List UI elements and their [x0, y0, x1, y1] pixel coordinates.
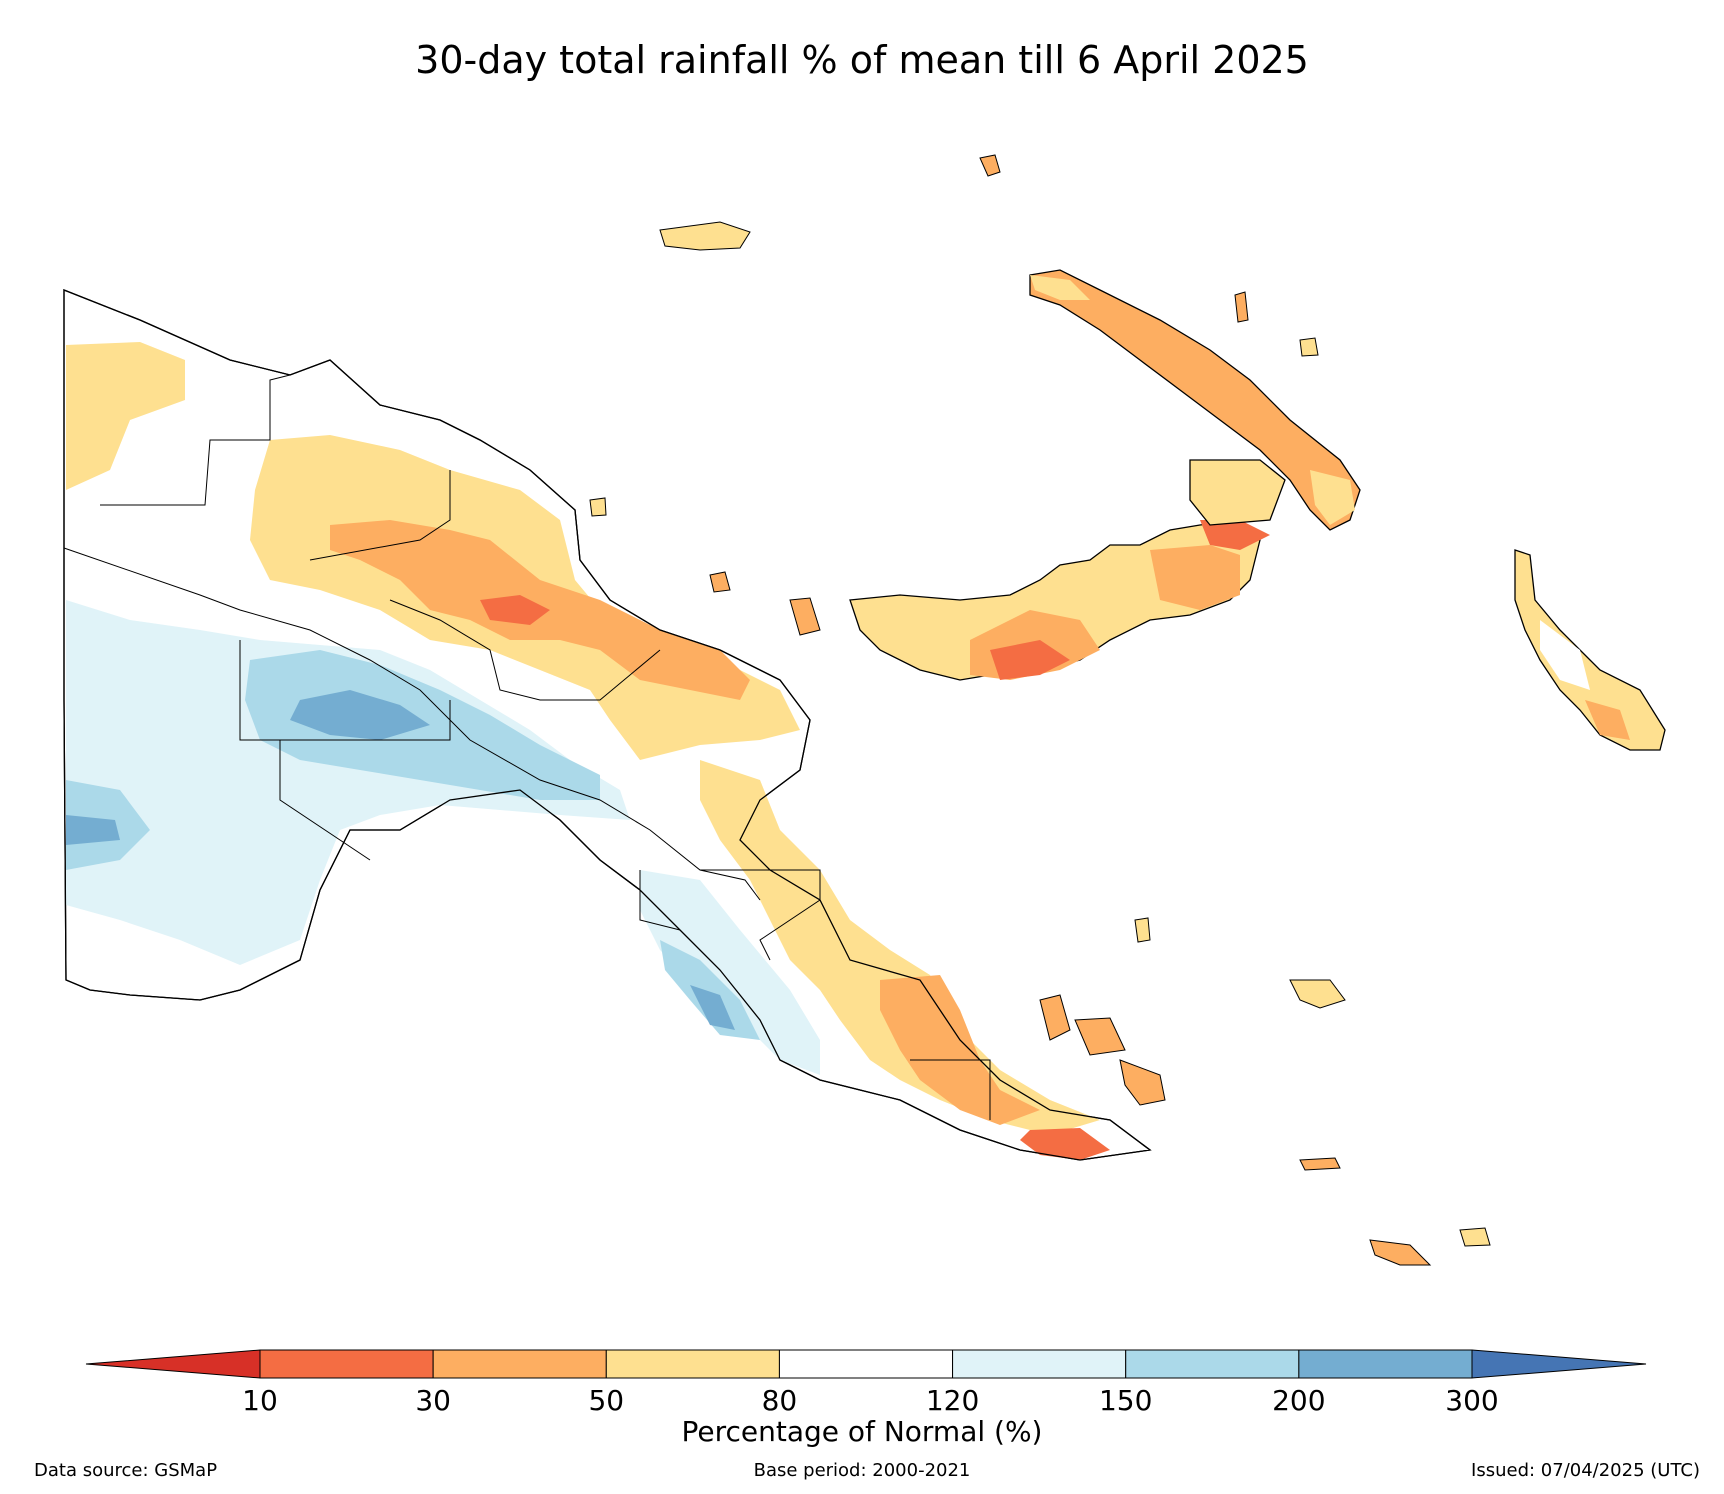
- northern-red-spot: [480, 595, 550, 625]
- colorbar-tick-label: 80: [761, 1384, 798, 1417]
- colorbar-tick-label: 30: [415, 1384, 451, 1417]
- northern-islands: [589, 154, 1319, 636]
- peninsula-orange: [880, 975, 1040, 1125]
- colorbar-segment: [259, 1349, 434, 1379]
- colorbar-tick-label: 300: [1445, 1384, 1499, 1417]
- colorbar-segment: [952, 1349, 1127, 1379]
- southwest-dark-patch: [66, 815, 120, 845]
- west-upper-dry: [66, 342, 185, 490]
- milne-bay-islands: [1039, 917, 1491, 1266]
- colorbar-tick-label: 120: [925, 1384, 980, 1417]
- southern-wet-darkest: [290, 690, 430, 740]
- peninsula-south-wet-core: [660, 940, 760, 1040]
- colorbar-segment: [432, 1349, 607, 1379]
- data-source: Data source: GSMaP: [34, 1460, 218, 1481]
- issued-date: Issued: 07/04/2025 (UTC): [1471, 1460, 1700, 1481]
- colorbar-segment: [778, 1349, 954, 1379]
- peninsula-dry: [700, 760, 1100, 1135]
- new-britain: [849, 459, 1286, 681]
- peninsula-south-wet: [640, 870, 820, 1075]
- new-ireland: [1029, 269, 1361, 531]
- colorbar-tick-label: 200: [1272, 1384, 1326, 1417]
- southern-wet-zone: [66, 600, 630, 965]
- bougainville: [1514, 549, 1666, 751]
- province-boundaries: [63, 374, 991, 1120]
- peninsula-dark-spot: [690, 985, 735, 1030]
- colorbar-tick-label: 150: [1098, 1384, 1153, 1417]
- colorbar-segment: [1298, 1349, 1473, 1379]
- colorbar-extend-low: [85, 1349, 261, 1379]
- colorbar-tick-label: 10: [242, 1384, 278, 1417]
- mainland: [63, 289, 1152, 1161]
- colorbar-extend-high: [1471, 1349, 1647, 1379]
- peninsula-tip-red: [1020, 1128, 1110, 1160]
- colorbar: [85, 1349, 1647, 1379]
- colorbar-segment: [1125, 1349, 1300, 1379]
- base-period: Base period: 2000-2021: [753, 1460, 971, 1481]
- colorbar-tick-label: 50: [588, 1384, 625, 1417]
- map-title: 30-day total rainfall % of mean till 6 A…: [415, 38, 1309, 82]
- mainland-outline: [63, 289, 1152, 1161]
- colorbar-segment: [605, 1349, 780, 1379]
- colorbar-title: Percentage of Normal (%): [681, 1415, 1043, 1448]
